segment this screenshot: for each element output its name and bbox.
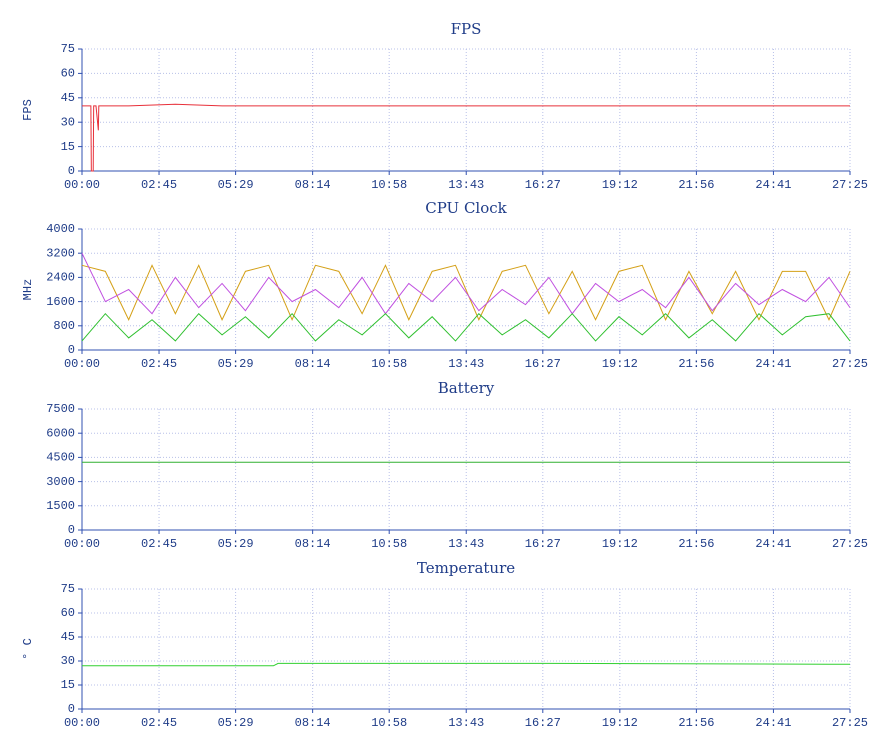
- y-tick-label: 0: [68, 343, 75, 357]
- x-tick-label: 10:58: [371, 716, 407, 730]
- x-tick-label: 21:56: [678, 357, 714, 371]
- x-tick-label: 05:29: [218, 357, 254, 371]
- y-tick-label: 60: [61, 67, 75, 81]
- x-tick-label: 19:12: [602, 716, 638, 730]
- data-line: [82, 662, 850, 667]
- x-tick-label: 00:00: [64, 716, 100, 730]
- y-axis-label: ° C: [21, 638, 35, 660]
- y-tick-label: 45: [61, 630, 75, 644]
- x-tick-label: 13:43: [448, 716, 484, 730]
- x-tick-label: 21:56: [678, 716, 714, 730]
- x-tick-label: 05:29: [218, 537, 254, 551]
- y-tick-label: 75: [61, 582, 75, 596]
- y-tick-label: 2400: [46, 271, 75, 285]
- chart-title: FPS: [451, 20, 482, 38]
- y-tick-label: 30: [61, 654, 75, 668]
- x-tick-label: 27:25: [832, 357, 868, 371]
- x-tick-label: 27:25: [832, 716, 868, 730]
- x-tick-label: 05:29: [218, 716, 254, 730]
- x-tick-label: 13:43: [448, 357, 484, 371]
- y-tick-label: 3200: [46, 246, 75, 260]
- y-tick-label: 800: [53, 319, 75, 333]
- x-tick-label: 08:14: [295, 357, 331, 371]
- x-tick-label: 16:27: [525, 716, 561, 730]
- x-tick-label: 16:27: [525, 537, 561, 551]
- x-tick-label: 05:29: [218, 178, 254, 192]
- x-tick-label: 19:12: [602, 178, 638, 192]
- x-tick-label: 00:00: [64, 357, 100, 371]
- y-tick-label: 1500: [46, 499, 75, 513]
- chart-title: CPU Clock: [425, 199, 507, 217]
- y-tick-label: 15: [61, 140, 75, 154]
- x-tick-label: 16:27: [525, 357, 561, 371]
- y-tick-label: 6000: [46, 426, 75, 440]
- x-tick-label: 02:45: [141, 716, 177, 730]
- data-line: [82, 103, 850, 172]
- x-tick-label: 00:00: [64, 537, 100, 551]
- data-line: [81, 252, 851, 315]
- x-tick-label: 10:58: [371, 357, 407, 371]
- x-tick-label: 13:43: [448, 178, 484, 192]
- y-tick-label: 0: [68, 523, 75, 537]
- x-tick-label: 02:45: [141, 537, 177, 551]
- data-line: [81, 312, 851, 342]
- x-tick-label: 21:56: [678, 178, 714, 192]
- x-tick-label: 08:14: [295, 178, 331, 192]
- y-tick-label: 4000: [46, 222, 75, 236]
- x-tick-label: 13:43: [448, 537, 484, 551]
- x-tick-label: 19:12: [602, 537, 638, 551]
- chart-title: Temperature: [417, 559, 515, 577]
- x-tick-label: 08:14: [295, 716, 331, 730]
- y-tick-label: 1600: [46, 295, 75, 309]
- y-tick-label: 15: [61, 678, 75, 692]
- x-tick-label: 00:00: [64, 178, 100, 192]
- x-tick-label: 27:25: [832, 537, 868, 551]
- x-tick-label: 02:45: [141, 178, 177, 192]
- x-tick-label: 24:41: [755, 537, 791, 551]
- x-tick-label: 08:14: [295, 537, 331, 551]
- y-tick-label: 3000: [46, 475, 75, 489]
- y-tick-label: 75: [61, 42, 75, 56]
- x-tick-label: 16:27: [525, 178, 561, 192]
- x-tick-label: 19:12: [602, 357, 638, 371]
- y-tick-label: 4500: [46, 451, 75, 465]
- chart-title: Battery: [438, 379, 495, 397]
- y-axis-label: FPS: [21, 99, 35, 121]
- y-tick-label: 0: [68, 702, 75, 716]
- x-tick-label: 02:45: [141, 357, 177, 371]
- y-tick-label: 7500: [46, 402, 75, 416]
- y-tick-label: 60: [61, 606, 75, 620]
- data-line: [81, 264, 851, 322]
- x-tick-label: 10:58: [371, 178, 407, 192]
- y-axis-label: MHz: [21, 279, 35, 301]
- y-tick-label: 30: [61, 115, 75, 129]
- x-tick-label: 27:25: [832, 178, 868, 192]
- x-tick-label: 21:56: [678, 537, 714, 551]
- x-tick-label: 24:41: [755, 178, 791, 192]
- x-tick-label: 24:41: [755, 357, 791, 371]
- x-tick-label: 10:58: [371, 537, 407, 551]
- y-tick-label: 45: [61, 91, 75, 105]
- y-tick-label: 0: [68, 164, 75, 178]
- x-tick-label: 24:41: [755, 716, 791, 730]
